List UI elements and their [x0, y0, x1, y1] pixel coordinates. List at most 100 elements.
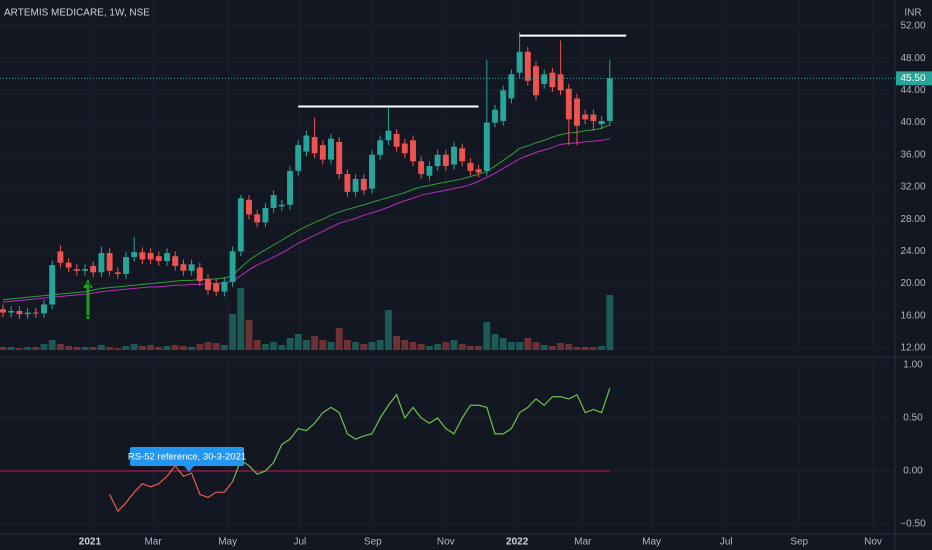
- candle-body: [65, 262, 72, 268]
- volume-bar: [499, 338, 507, 350]
- y-tick-label: 1.00: [903, 360, 923, 371]
- volume-bar: [286, 338, 294, 350]
- candle-body: [467, 162, 474, 171]
- last-price-label: 45.50: [900, 73, 925, 84]
- candle-body: [598, 120, 605, 125]
- candle-body: [352, 178, 359, 192]
- x-tick-label: Nov: [437, 537, 455, 548]
- volume-bar: [581, 347, 589, 350]
- volume-bar: [73, 347, 81, 350]
- volume-bar: [393, 336, 401, 350]
- candle-body: [164, 253, 170, 262]
- volume-bar: [548, 346, 556, 350]
- candle-body: [516, 51, 523, 73]
- candle-body: [155, 256, 162, 262]
- volume-bar: [343, 340, 351, 350]
- candle-body: [32, 312, 39, 314]
- x-tick-label: Mar: [574, 537, 592, 548]
- volume-bar: [327, 342, 335, 350]
- candle-body: [303, 135, 310, 152]
- candle-body: [57, 251, 64, 263]
- candle-body: [49, 265, 56, 305]
- candle-body: [557, 74, 564, 91]
- x-tick-label: Jul: [293, 537, 306, 548]
- candle-body: [196, 267, 203, 282]
- volume-bar: [442, 342, 450, 350]
- candle-body: [451, 146, 457, 165]
- y-tick-label: 20.00: [900, 278, 925, 289]
- volume-bar: [204, 342, 212, 350]
- candle-body: [533, 66, 539, 96]
- candle-body: [270, 195, 277, 208]
- candle-body: [106, 253, 113, 271]
- annotation-pointer: [184, 466, 194, 472]
- volume-bar: [253, 340, 261, 350]
- volume-bar: [220, 345, 228, 350]
- candle-body: [131, 252, 138, 258]
- candle-body: [582, 114, 589, 120]
- candle-body: [41, 304, 47, 314]
- volume-bar: [458, 344, 466, 350]
- y-tick-label: 0.00: [903, 466, 923, 477]
- volume-bar: [15, 348, 23, 350]
- volume-bar: [138, 346, 146, 350]
- volume-bar: [557, 343, 565, 350]
- candle-body: [508, 74, 515, 99]
- volume-bar: [524, 338, 532, 350]
- volume-bar: [540, 345, 548, 350]
- volume-bar: [89, 347, 97, 350]
- candle-body: [434, 154, 441, 167]
- candle-body: [90, 265, 97, 273]
- candle-body: [541, 74, 548, 84]
- volume-bar: [56, 344, 64, 350]
- volume-bar: [245, 320, 253, 350]
- y-tick-label: 16.00: [900, 310, 925, 321]
- volume-bar: [7, 347, 15, 350]
- x-tick-label: Nov: [864, 537, 882, 548]
- volume-bar: [598, 346, 606, 350]
- volume-bar: [278, 345, 286, 350]
- volume-bar: [434, 344, 442, 350]
- candle-body: [237, 198, 244, 252]
- volume-bar: [302, 340, 310, 350]
- candle-body: [344, 174, 351, 192]
- volume-bar: [188, 347, 196, 350]
- y-tick-label: 40.00: [900, 117, 925, 128]
- y-tick-label: 52.00: [900, 21, 925, 32]
- volume-bar: [384, 310, 392, 350]
- volume-bar: [409, 342, 417, 350]
- rs-line: [232, 388, 611, 482]
- volume-bar: [319, 340, 327, 350]
- volume-bar: [425, 346, 433, 350]
- candle-body: [336, 141, 343, 175]
- candle-body: [221, 281, 228, 292]
- candle-body: [590, 114, 597, 121]
- volume-bar: [163, 346, 171, 350]
- volume-bar: [360, 344, 368, 350]
- y-tick-label: 44.00: [900, 85, 925, 96]
- volume-bar: [97, 345, 105, 350]
- candle-body: [24, 312, 31, 315]
- candle-body: [287, 170, 293, 205]
- candle-body: [492, 109, 498, 123]
- volume-bar: [212, 343, 220, 350]
- volume-bar: [491, 334, 499, 350]
- volume-bar: [311, 336, 319, 350]
- candle-body: [246, 199, 252, 215]
- moving-average: [2, 124, 610, 301]
- candle-body: [172, 256, 179, 266]
- candle-body: [16, 310, 23, 315]
- last-price-box: [896, 71, 932, 86]
- candle-body: [483, 122, 490, 171]
- candle-body: [147, 253, 154, 260]
- volume-bar: [294, 334, 302, 350]
- y-tick-label: 28.00: [900, 214, 925, 225]
- candle-body: [401, 143, 408, 154]
- candle-body: [82, 269, 88, 271]
- candle-body: [524, 51, 531, 81]
- volume-bar: [48, 340, 56, 350]
- volume-bar: [532, 342, 540, 350]
- volume-bar: [483, 322, 491, 350]
- volume-bar: [81, 347, 89, 350]
